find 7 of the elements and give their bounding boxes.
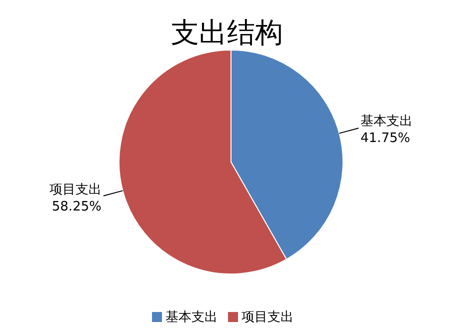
legend-label: 基本支出 [166,310,218,325]
data-label: 41.75% [360,130,410,146]
slice-label: 基本支出 [360,114,413,130]
chart-title: 支出结构 [171,16,283,49]
legend-label: 项目支出 [242,310,294,325]
data-label: 58.25% [52,200,102,215]
slice-label: 项目支出 [49,182,102,198]
